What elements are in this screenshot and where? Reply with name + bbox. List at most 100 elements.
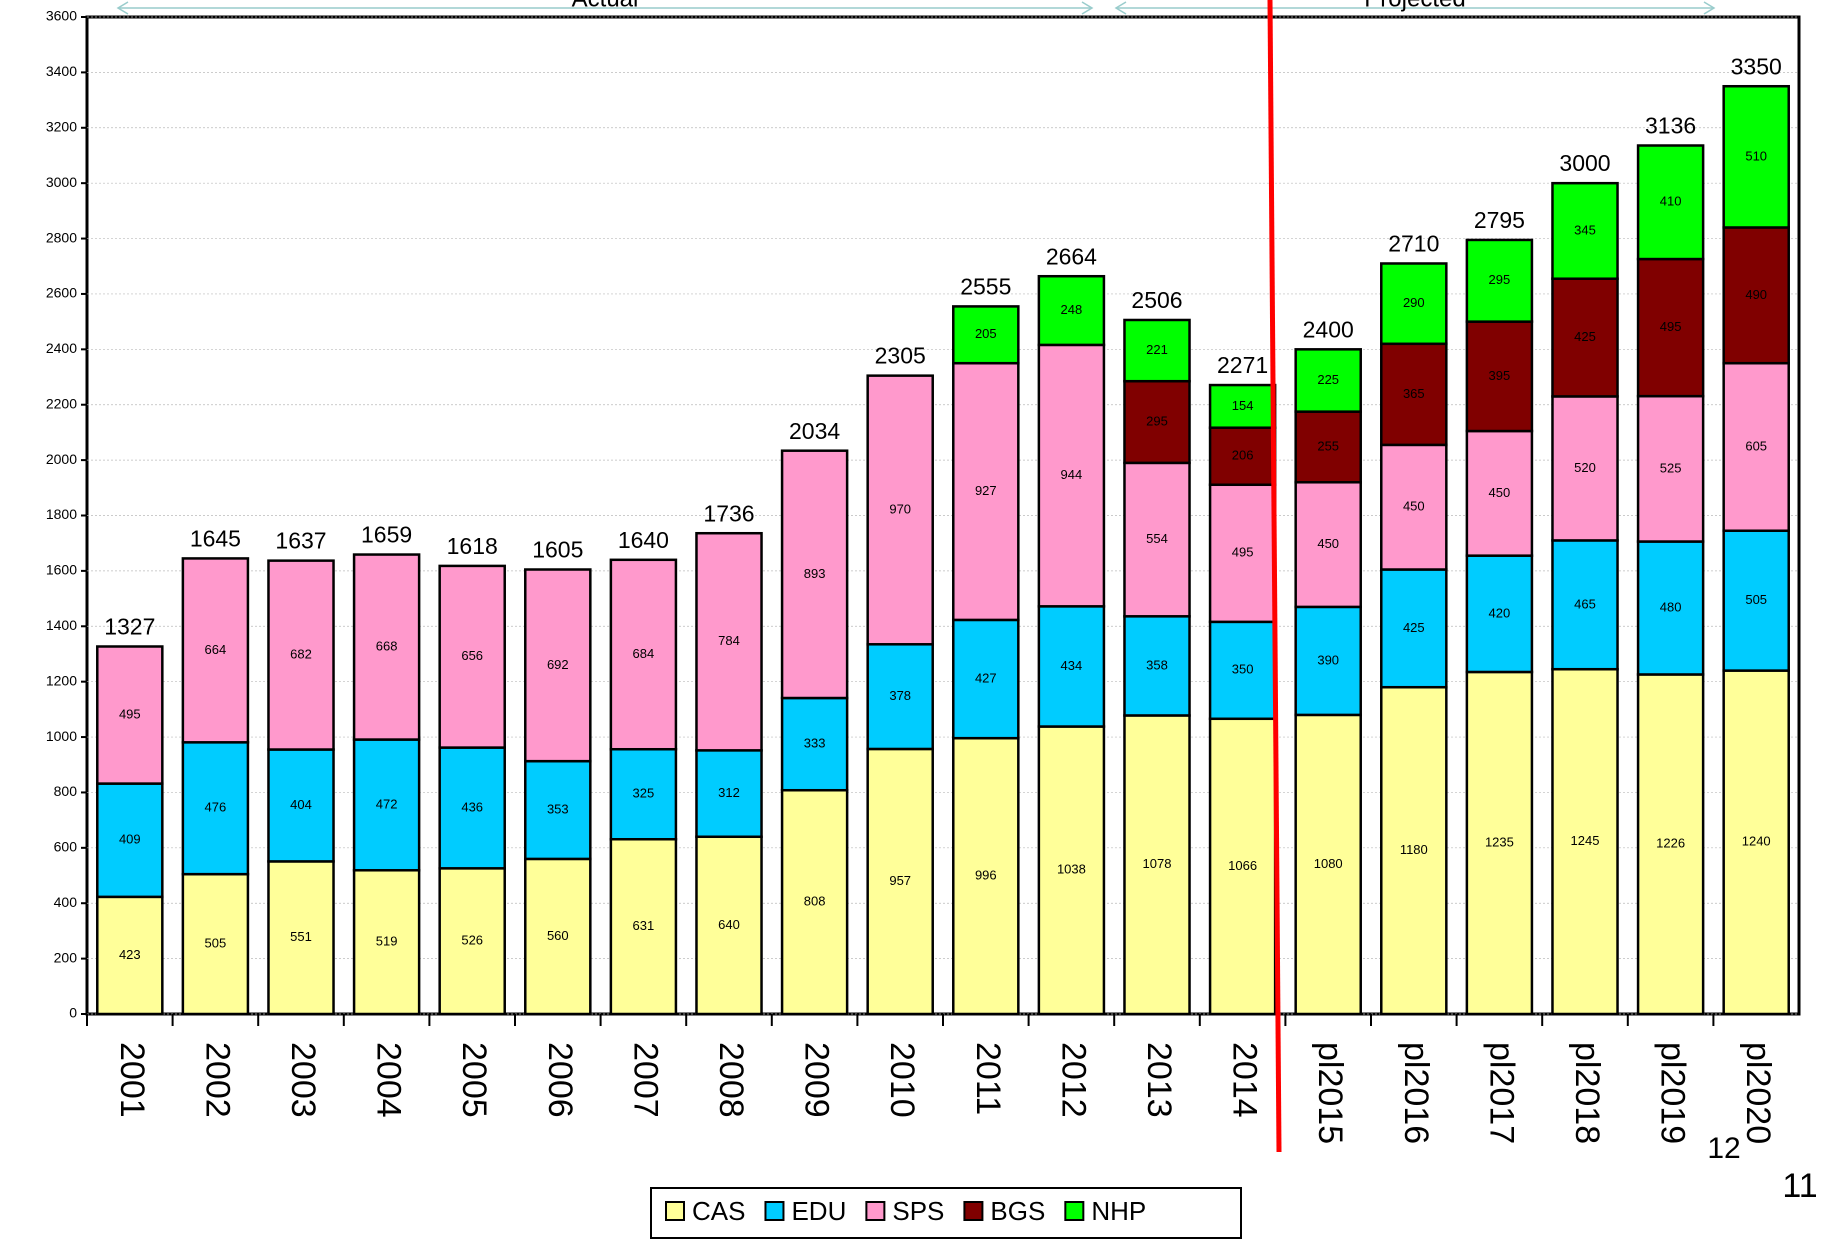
bar-segment xyxy=(1037,274,1106,347)
segment-label: 390 xyxy=(1317,652,1339,667)
bar-segment xyxy=(695,835,763,1016)
x-tick-label: 2005 xyxy=(455,1042,493,1118)
segment-label: 495 xyxy=(1232,545,1254,560)
segment-label: 450 xyxy=(1317,536,1339,551)
bar-segment xyxy=(866,374,934,646)
segment-label: 1235 xyxy=(1485,834,1514,849)
bar-segment xyxy=(438,564,506,749)
y-tick-label: 800 xyxy=(54,783,78,799)
page-number: 11 xyxy=(1782,1167,1817,1205)
x-tick-label: 2008 xyxy=(712,1042,750,1118)
y-tick-label: 600 xyxy=(54,839,78,855)
x-tick-label: 2012 xyxy=(1054,1042,1092,1118)
segment-label: 526 xyxy=(461,933,483,948)
segment-label: 1245 xyxy=(1571,833,1600,848)
segment-label: 1180 xyxy=(1400,842,1428,857)
total-label: 3136 xyxy=(1645,113,1696,139)
bar-segment xyxy=(1636,673,1705,1016)
bar-segment xyxy=(609,837,678,1016)
x-tick-label: pl2018 xyxy=(1568,1042,1606,1144)
bar-segment xyxy=(1037,605,1106,728)
segment-label: 605 xyxy=(1745,438,1767,453)
bar-segment xyxy=(780,788,849,1016)
segment-label: 1066 xyxy=(1228,858,1257,873)
segment-label: 312 xyxy=(718,785,740,800)
y-tick-label: 2600 xyxy=(46,285,77,301)
segment-label: 808 xyxy=(804,894,826,909)
segment-label: 295 xyxy=(1489,272,1511,287)
x-tick-label: 2002 xyxy=(198,1042,236,1118)
bar-segment xyxy=(181,557,250,744)
divider xyxy=(1267,0,1282,1153)
bar-segment xyxy=(1380,262,1448,346)
segment-label: 290 xyxy=(1403,295,1425,310)
segment-label: 505 xyxy=(1745,592,1767,607)
y-tick-label: 2800 xyxy=(46,229,77,245)
bar-segment xyxy=(1551,395,1619,542)
x-tick-label: 2010 xyxy=(883,1042,921,1118)
bar-segment xyxy=(952,618,1020,740)
legend-label: CAS xyxy=(692,1196,745,1226)
segment-label: 425 xyxy=(1403,620,1425,635)
total-label: 1637 xyxy=(275,528,326,554)
bar-segment xyxy=(1123,461,1191,618)
bar-segment xyxy=(1551,181,1619,280)
total-label: 1605 xyxy=(532,537,583,563)
segment-label: 495 xyxy=(119,706,141,721)
y-tick-label: 400 xyxy=(54,894,78,910)
bar-segment xyxy=(1551,539,1619,671)
bar-segment xyxy=(96,895,164,1016)
bar-segment xyxy=(1465,554,1534,674)
segment-label: 206 xyxy=(1232,448,1254,463)
y-tick-label: 0 xyxy=(69,1005,77,1021)
total-label: 1736 xyxy=(703,500,754,526)
segment-label: 434 xyxy=(1061,658,1083,673)
segment-label: 656 xyxy=(461,648,483,663)
bar-segment xyxy=(1722,361,1790,532)
total-label: 2506 xyxy=(1131,287,1182,313)
bar-segment xyxy=(780,696,849,792)
y-tick-label: 1200 xyxy=(46,672,77,688)
total-label: 2795 xyxy=(1474,207,1525,233)
segment-label: 350 xyxy=(1232,662,1254,677)
bar-segment xyxy=(267,748,335,863)
bar-segment xyxy=(524,759,592,861)
segment-label: 560 xyxy=(547,928,569,943)
bar-segment xyxy=(1037,343,1106,608)
legend-label: EDU xyxy=(791,1196,846,1226)
total-label: 2034 xyxy=(789,418,840,444)
x-tick-label: 2007 xyxy=(626,1042,664,1118)
segment-label: 345 xyxy=(1574,222,1596,237)
x-tick-label: 2013 xyxy=(1140,1042,1178,1118)
segment-label: 495 xyxy=(1660,319,1682,334)
bar-segment xyxy=(1722,529,1790,672)
segment-label: 436 xyxy=(461,799,483,814)
segment-label: 423 xyxy=(119,947,141,962)
total-label: 2271 xyxy=(1217,352,1268,378)
bar-segment xyxy=(1722,84,1790,229)
segment-label: 465 xyxy=(1574,596,1596,611)
segment-label: 378 xyxy=(889,688,911,703)
segment-label: 472 xyxy=(376,796,398,811)
x-tick-label: pl2016 xyxy=(1397,1042,1435,1144)
segment-label: 154 xyxy=(1232,398,1254,413)
bar-segment xyxy=(1465,238,1534,323)
bar-segment xyxy=(1551,277,1619,398)
bar-segment xyxy=(1123,714,1191,1016)
segment-label: 358 xyxy=(1146,657,1168,672)
bar-segment xyxy=(524,568,592,763)
projected-arrow xyxy=(1114,1,1716,15)
bar-segment xyxy=(438,746,506,870)
segment-label: 427 xyxy=(975,670,997,685)
segment-label: 1080 xyxy=(1314,856,1343,871)
legend-swatch xyxy=(963,1201,984,1221)
total-label: 3000 xyxy=(1559,150,1610,176)
bar-segment xyxy=(1123,318,1191,383)
bar-segment xyxy=(866,643,934,751)
bar-segment xyxy=(1636,144,1705,261)
bar-segment xyxy=(1380,342,1448,447)
segment-label: 248 xyxy=(1061,302,1083,317)
bar-segment xyxy=(1294,348,1362,413)
bar-segment xyxy=(524,857,592,1016)
y-tick-label: 2200 xyxy=(46,395,77,411)
